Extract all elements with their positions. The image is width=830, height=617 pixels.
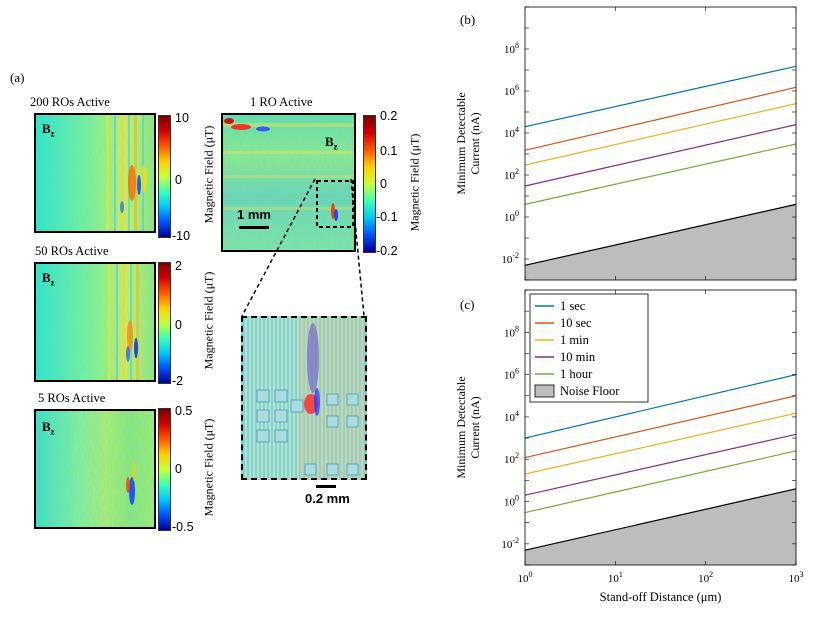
cbar-tick: 0.1 [380,144,398,158]
noise-floor-line [524,203,797,266]
legend-label: 1 sec [560,299,586,313]
legend-label: 1 hour [560,367,593,381]
y-tick-label: 104 [504,125,519,140]
x-tick-label: 103 [789,570,804,585]
series-line [524,412,797,475]
field-map-200-ros: Bz [34,113,156,233]
plot-frame [524,6,797,281]
bz-label: Bz [42,121,55,139]
map-title-1: 1 RO Active [250,95,313,109]
cbar-tick: 10 [175,111,189,125]
cbar-tick: 0 [175,318,182,332]
cbar-tick: -0.5 [172,520,194,534]
y-tick-label: 104 [504,409,519,424]
y-axis-label: Minimum Detectable [454,92,468,194]
cbar-tick: 0 [380,177,387,191]
y-tick-label: 108 [504,324,519,339]
legend-label: 10 sec [560,316,592,330]
series-line [524,433,797,496]
legend-label: 1 min [560,333,590,347]
panel-label-c: (c) [460,297,475,312]
y-axis-label: Minimum Detectable [454,376,468,478]
y-tick-label: 108 [504,41,519,56]
y-tick-label: 10-2 [501,536,519,551]
series-line [524,395,797,459]
legend-label: Noise Floor [560,384,620,398]
cbar-tick: -0.1 [376,210,398,224]
bz-label: Bz [42,419,55,437]
cbar-tick: 0 [175,462,182,476]
series-line [524,103,797,166]
noise-floor-area [525,488,796,565]
noise-floor-area [525,204,796,280]
x-tick-label: 102 [698,570,713,585]
x-tick-label: 101 [608,570,623,585]
y-tick-label: 106 [504,367,519,382]
cbar-tick: 0.5 [175,404,193,418]
colorbar-200 [158,115,171,238]
y-tick-label: 100 [504,209,519,224]
bz-label: Bz [42,270,55,288]
y-axis-label: Current (nA) [468,396,482,458]
cbar-tick: 0 [175,173,182,187]
panel-label-b: (b) [460,12,476,27]
series-line [524,374,797,439]
colorbar-50 [158,262,171,384]
noise-floor-line [524,488,797,551]
zoom-inset [241,316,367,480]
panel-label-a: (a) [10,70,25,85]
cbar-tick: -0.2 [376,244,398,258]
map-title-50: 50 ROs Active [35,244,109,258]
cbar-tick: 2 [175,259,182,273]
cbar-tick: -10 [172,229,191,243]
inset-scale-bar [316,485,336,488]
legend-box [529,293,649,403]
series-line [524,143,797,205]
field-map-50-ros: Bz [34,262,156,382]
y-tick-label: 100 [504,494,519,509]
colorbar-5 [158,408,171,531]
map-title-5: 5 ROs Active [38,391,106,405]
series-line [524,65,797,128]
y-axis-label: Current (nA) [468,112,482,174]
cbar-tick: -2 [172,374,184,388]
series-line [524,124,797,187]
series-line [524,86,797,151]
y-tick-label: 102 [504,451,519,466]
inset-scale-label: 0.2 mm [305,491,350,506]
legend-label: 10 min [560,350,596,364]
y-tick-label: 106 [504,83,519,98]
x-tick-label: 100 [518,570,533,585]
map-title-200: 200 ROs Active [30,95,110,109]
cbar-tick: 0.2 [380,109,398,123]
x-axis-label: Stand-off Distance (μm) [600,590,722,604]
y-tick-label: 10-2 [501,251,519,266]
series-line [524,450,797,514]
y-tick-label: 102 [504,167,519,182]
legend-swatch [534,384,555,398]
bz-label: Bz [325,134,338,152]
plot-frame [524,289,797,566]
field-map-5-ros: Bz [34,409,156,529]
